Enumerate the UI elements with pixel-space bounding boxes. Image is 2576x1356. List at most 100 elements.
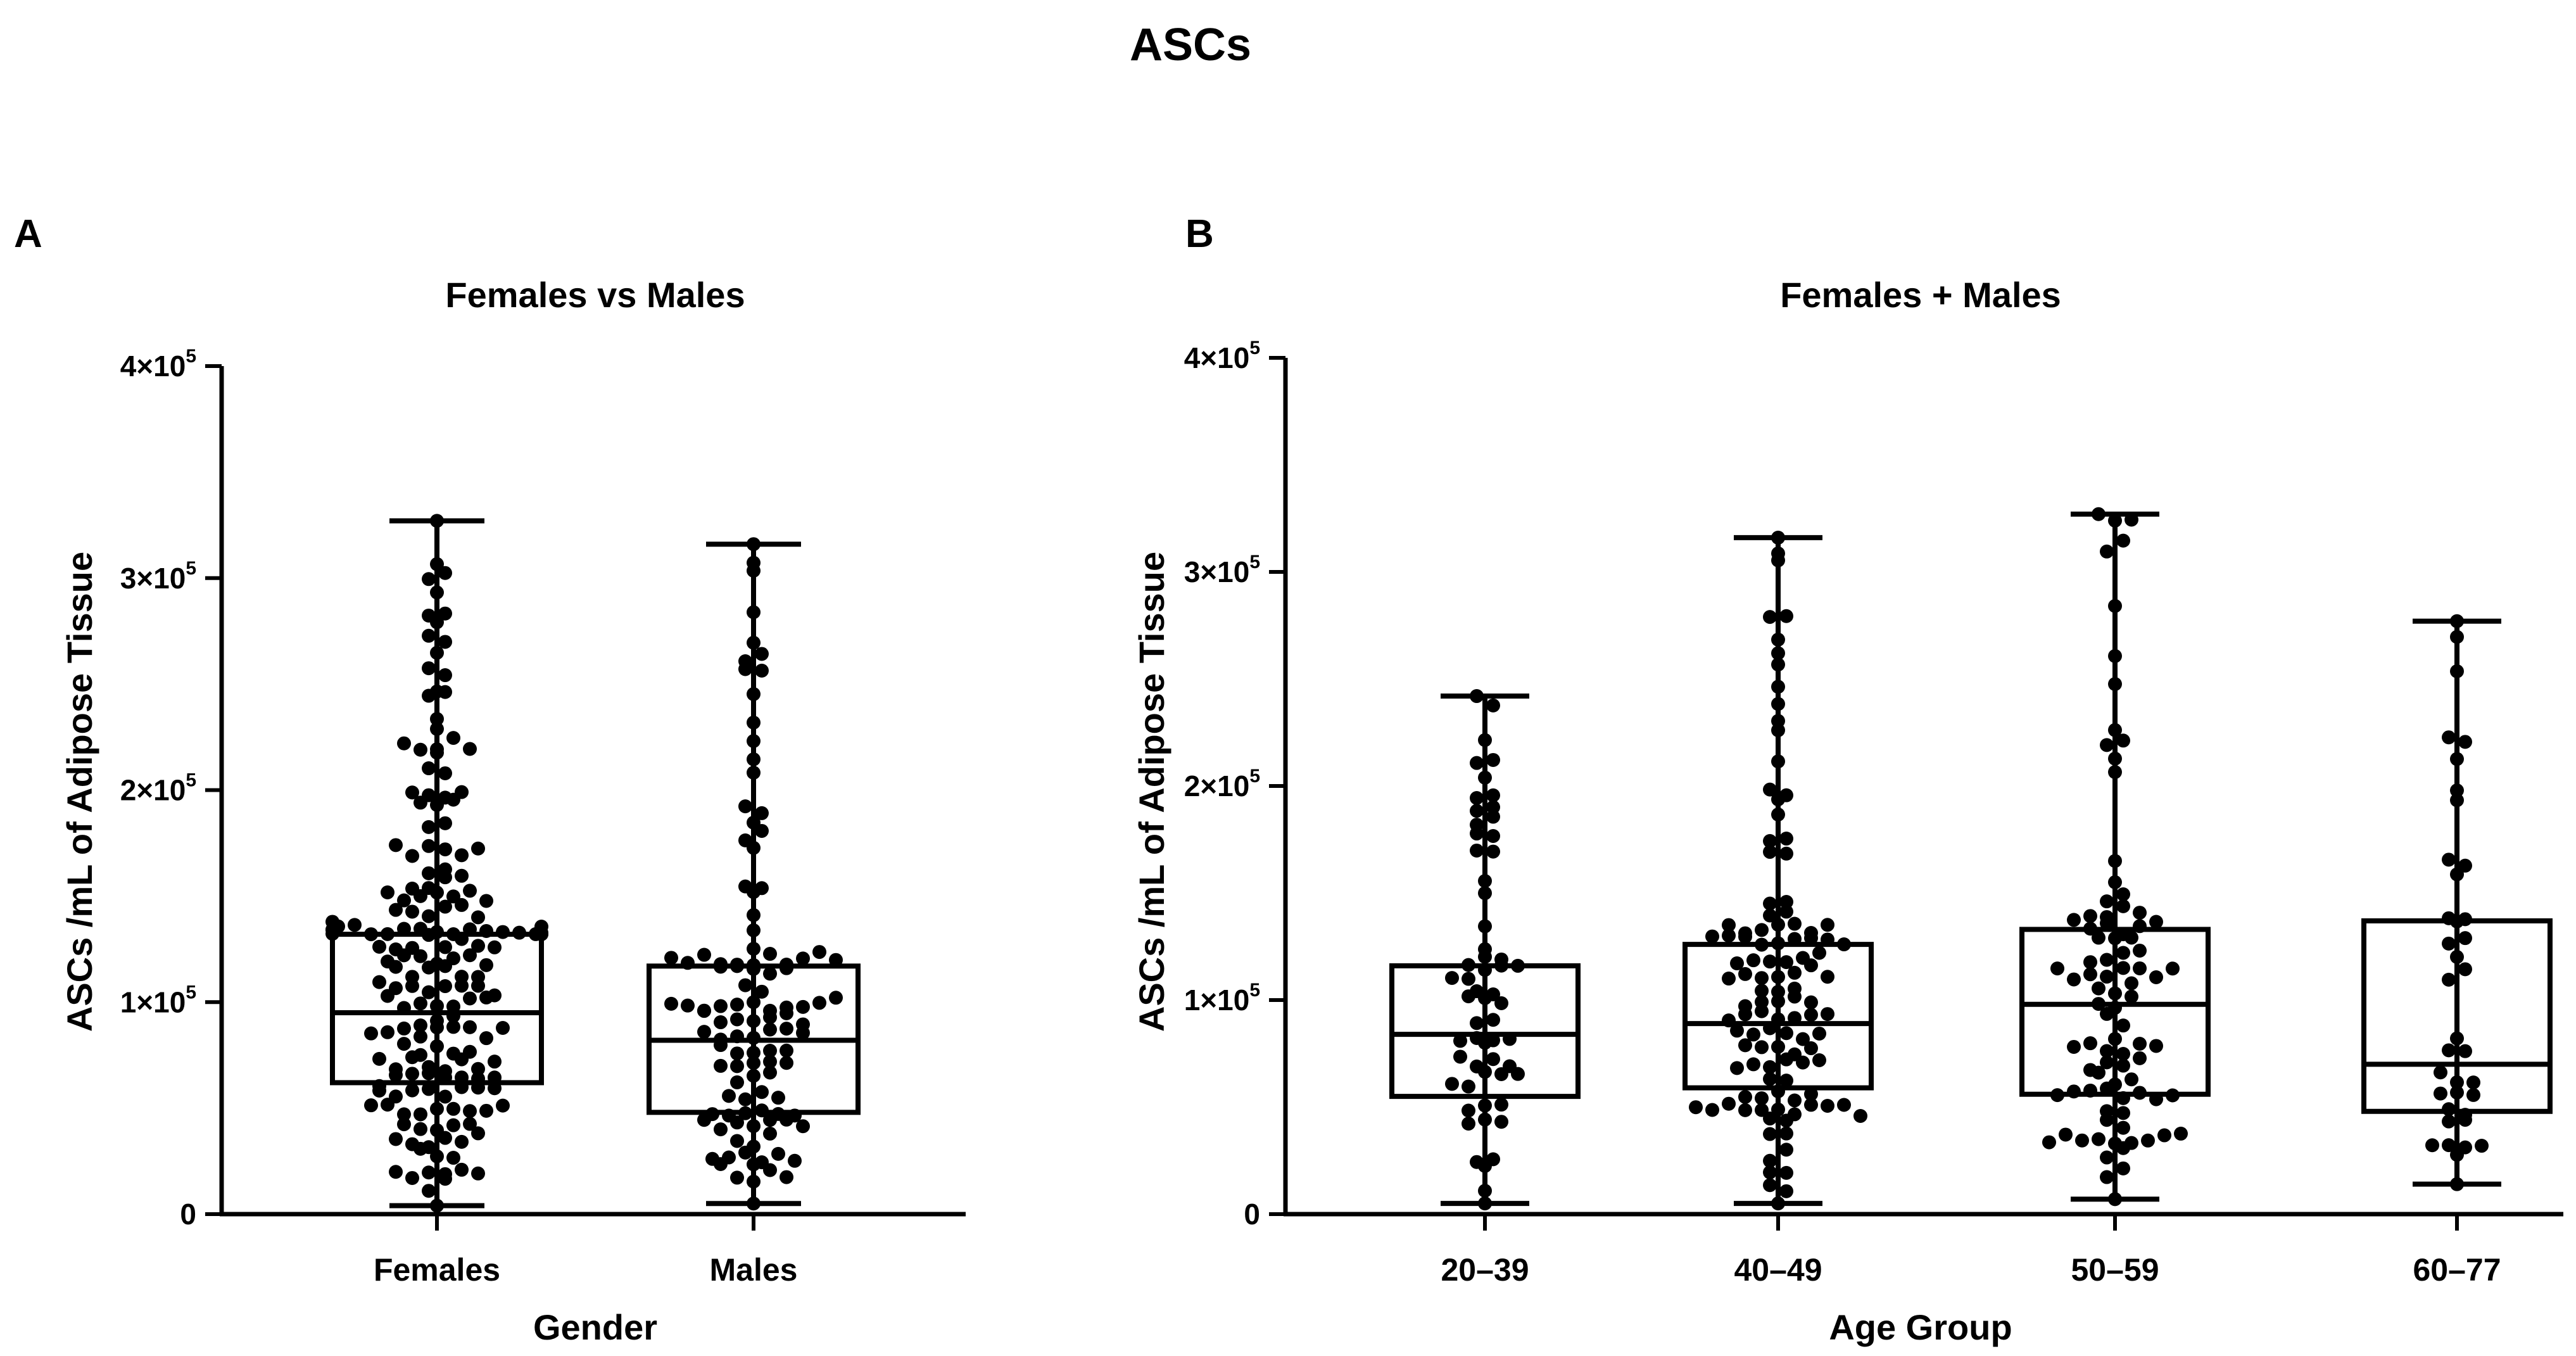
data-point bbox=[2092, 507, 2106, 521]
data-point bbox=[463, 742, 477, 756]
data-point bbox=[2475, 1139, 2489, 1153]
data-point bbox=[446, 731, 460, 745]
data-point bbox=[738, 799, 752, 814]
data-point bbox=[780, 1022, 793, 1036]
data-point bbox=[1779, 1143, 1793, 1157]
data-point bbox=[479, 1031, 493, 1046]
data-point bbox=[405, 941, 419, 955]
y-tick-exponent: 5 bbox=[1249, 980, 1260, 1001]
data-point bbox=[381, 1025, 395, 1039]
data-point bbox=[1462, 972, 1475, 986]
data-point bbox=[1738, 929, 1752, 944]
data-point bbox=[714, 1122, 728, 1137]
data-point bbox=[738, 662, 752, 676]
data-point bbox=[1837, 1098, 1851, 1112]
data-point bbox=[471, 841, 485, 856]
data-point bbox=[1705, 1103, 1719, 1117]
data-point bbox=[747, 734, 761, 749]
data-point bbox=[422, 761, 436, 776]
data-point bbox=[1763, 1127, 1777, 1141]
data-point bbox=[2442, 972, 2456, 987]
data-point bbox=[1788, 916, 1802, 931]
data-point bbox=[747, 885, 761, 899]
data-point bbox=[2100, 1044, 2114, 1058]
data-point bbox=[446, 1151, 460, 1165]
data-point bbox=[405, 785, 419, 800]
data-point bbox=[829, 953, 843, 967]
data-point bbox=[430, 999, 444, 1013]
data-point bbox=[2450, 783, 2464, 797]
data-point bbox=[405, 1083, 419, 1098]
data-point bbox=[2092, 1065, 2106, 1080]
data-point bbox=[2450, 630, 2464, 644]
data-point bbox=[681, 998, 695, 1013]
data-point bbox=[414, 889, 427, 903]
iqr-box bbox=[2019, 927, 2211, 1097]
data-point bbox=[730, 1170, 744, 1185]
data-point bbox=[479, 1103, 493, 1118]
data-point bbox=[1486, 809, 1500, 824]
data-point bbox=[697, 947, 711, 962]
data-point bbox=[763, 1163, 777, 1177]
y-tick-label: 4×105 bbox=[120, 346, 196, 383]
data-point bbox=[2067, 913, 2081, 927]
y-tick-exponent: 5 bbox=[186, 558, 196, 579]
data-point bbox=[438, 606, 452, 621]
data-point bbox=[2133, 906, 2147, 920]
data-point bbox=[1779, 1184, 1793, 1198]
data-point bbox=[1486, 1052, 1500, 1067]
y-tick-exponent: 5 bbox=[1249, 338, 1260, 358]
data-point bbox=[1478, 1196, 1492, 1211]
data-point bbox=[796, 951, 810, 966]
data-point bbox=[463, 1104, 477, 1118]
data-point bbox=[747, 923, 761, 937]
data-point bbox=[1478, 963, 1492, 977]
data-point bbox=[2450, 664, 2464, 678]
data-point bbox=[422, 788, 436, 802]
data-point bbox=[1837, 937, 1851, 952]
data-point bbox=[829, 991, 843, 1005]
data-point bbox=[1462, 1079, 1475, 1094]
data-point bbox=[747, 687, 761, 701]
data-point bbox=[1779, 1113, 1793, 1128]
data-point bbox=[812, 945, 826, 960]
data-point bbox=[463, 1117, 477, 1131]
data-point bbox=[2458, 858, 2472, 873]
data-point bbox=[455, 1162, 469, 1177]
data-point bbox=[2075, 1133, 2089, 1148]
data-point bbox=[2042, 1135, 2056, 1150]
data-point bbox=[438, 1131, 452, 1145]
panel-a-x-axis-title: Gender bbox=[533, 1307, 657, 1347]
data-point bbox=[763, 1044, 777, 1058]
data-point bbox=[430, 1039, 444, 1054]
y-tick-exponent: 5 bbox=[186, 346, 196, 367]
data-point bbox=[763, 1003, 777, 1018]
data-point bbox=[2116, 1106, 2130, 1120]
data-point bbox=[1462, 1117, 1475, 1131]
data-point bbox=[771, 1146, 785, 1161]
data-point bbox=[1462, 1103, 1475, 1118]
data-point bbox=[722, 1089, 736, 1103]
data-point bbox=[2067, 1084, 2081, 1099]
data-point bbox=[479, 958, 493, 972]
data-point bbox=[2450, 949, 2464, 964]
data-point bbox=[730, 1115, 744, 1130]
data-point bbox=[2116, 1058, 2130, 1073]
data-point bbox=[2133, 961, 2147, 975]
data-point bbox=[422, 960, 436, 975]
data-point bbox=[697, 1004, 711, 1018]
data-point bbox=[1755, 1103, 1769, 1117]
data-point bbox=[747, 555, 761, 570]
data-point bbox=[1771, 808, 1785, 822]
data-point bbox=[430, 925, 444, 939]
data-point bbox=[1445, 1077, 1459, 1091]
data-point bbox=[438, 685, 452, 699]
data-point bbox=[1771, 714, 1785, 728]
data-point bbox=[2450, 752, 2464, 766]
data-point bbox=[2108, 854, 2122, 868]
x-category-label: Females bbox=[374, 1252, 500, 1288]
data-point bbox=[2100, 909, 2114, 924]
data-point bbox=[389, 942, 403, 957]
data-point bbox=[1788, 932, 1802, 946]
